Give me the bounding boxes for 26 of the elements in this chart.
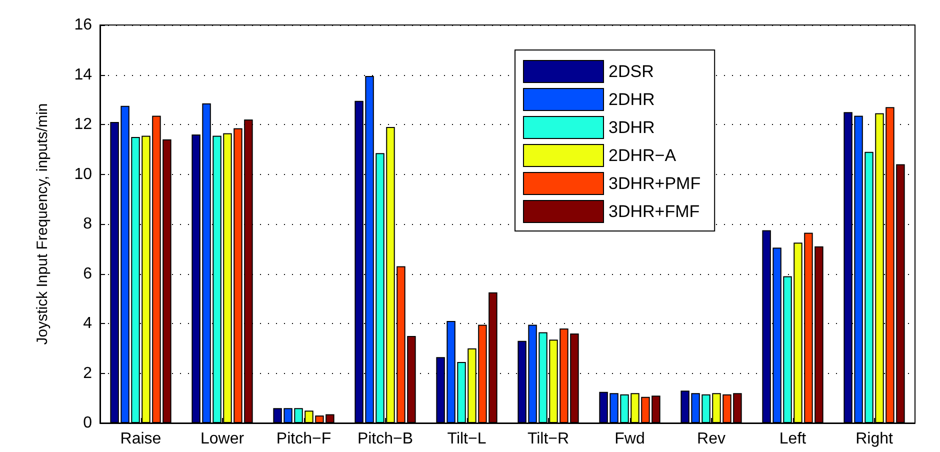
y-tick-label: 12 [74,116,92,133]
legend-label: 2DSR [608,62,654,81]
x-tick-label: Pitch−F [276,430,332,448]
legend-label: 3DHR+FMF [608,202,700,221]
y-tick-label: 14 [74,66,92,84]
x-tick-label: Left [779,430,807,448]
x-tick-label: Raise [120,430,162,448]
y-tick-label: 4 [83,315,92,332]
y-tick-label: 10 [74,166,92,183]
x-tick-label: Right [856,430,894,448]
y-axis-title: Joystick Input Frequency, inputs/min [34,103,51,345]
y-tick-label: 16 [74,16,92,34]
x-tick-label: Tilt−R [527,430,570,448]
x-tick-label: Pitch−B [357,430,414,448]
legend-label: 2DHR−A [608,146,677,165]
x-tick-label: Tilt−L [447,430,486,448]
y-tick-label: 2 [83,364,92,382]
legend-label: 3DHR [608,118,655,137]
x-tick-label: Lower [200,430,245,448]
y-tick-label: 0 [83,414,92,432]
y-tick-label: 8 [83,216,92,232]
x-tick-label: Rev [697,430,726,448]
x-tick-label: Fwd [614,430,645,448]
legend-label: 3DHR+PMF [608,174,701,193]
legend-label: 2DHR [608,90,655,109]
y-tick-label: 6 [83,265,92,282]
